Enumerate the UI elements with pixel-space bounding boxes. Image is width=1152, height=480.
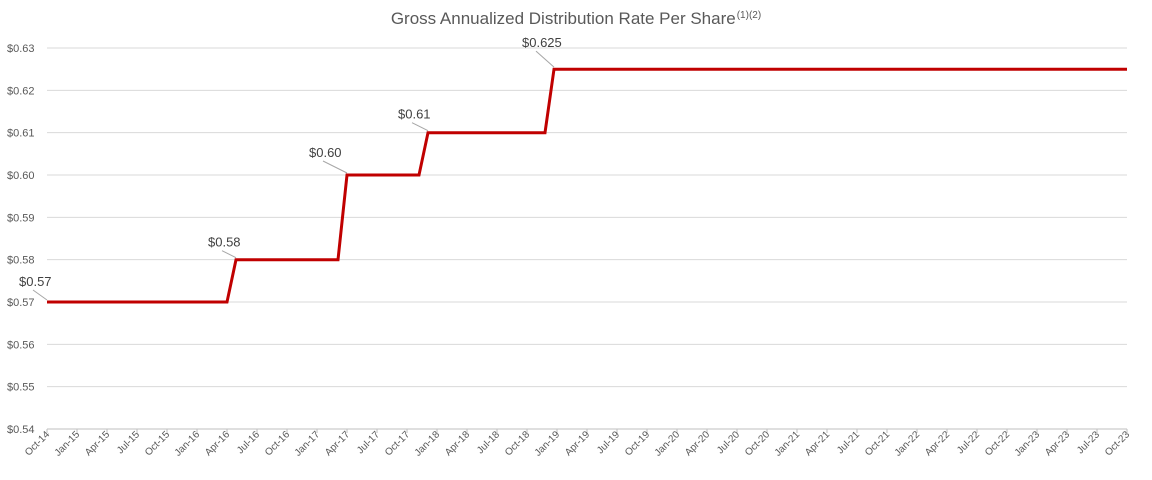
x-tick-label: Oct-20 xyxy=(743,429,772,458)
x-tick-label: Jul-20 xyxy=(715,429,742,456)
x-tick-label: Jan-22 xyxy=(893,429,923,459)
x-tick-label: Jul-21 xyxy=(835,429,862,456)
data-label-leader xyxy=(32,289,48,301)
x-tick-label: Jan-19 xyxy=(533,429,563,459)
chart-title-text: Gross Annualized Distribution Rate Per S… xyxy=(390,9,736,28)
x-tick-label: Apr-15 xyxy=(83,429,112,458)
x-tick-label: Oct-18 xyxy=(503,429,532,458)
x-tick-label: Apr-20 xyxy=(683,429,712,458)
x-tick-label: Apr-22 xyxy=(923,429,952,458)
x-tick-label: Jan-16 xyxy=(173,429,203,459)
x-tick-label: Apr-16 xyxy=(203,429,232,458)
chart-title: Gross Annualized Distribution Rate Per S… xyxy=(0,9,1152,29)
x-tick-label: Oct-22 xyxy=(983,429,1012,458)
data-label-leader xyxy=(411,122,429,132)
x-tick-label: Jul-15 xyxy=(115,429,142,456)
chart-title-superscript: (1)(2) xyxy=(736,10,762,21)
y-tick-label: $0.63 xyxy=(7,43,35,55)
y-tick-label: $0.55 xyxy=(7,382,35,394)
x-tick-label: Apr-21 xyxy=(803,429,832,458)
data-label: $0.61 xyxy=(398,107,431,122)
x-tick-label: Jan-23 xyxy=(1013,429,1043,459)
x-tick-label: Jul-23 xyxy=(1075,429,1102,456)
x-tick-label: Jan-18 xyxy=(413,429,443,459)
series-line xyxy=(47,67,1127,304)
x-tick-label: Oct-15 xyxy=(143,429,172,458)
x-tick-label: Jan-21 xyxy=(773,429,803,459)
x-tick-label: Apr-19 xyxy=(563,429,592,458)
x-tick-label: Jul-16 xyxy=(235,429,262,456)
data-label-leader xyxy=(322,160,348,174)
x-tick-label: Jul-18 xyxy=(475,429,502,456)
x-tick-label: Oct-21 xyxy=(863,429,892,458)
data-label: $0.625 xyxy=(522,35,562,50)
x-tick-label: Jul-17 xyxy=(355,429,382,456)
x-tick-label: Jan-17 xyxy=(293,429,323,459)
data-label-leader xyxy=(221,250,237,259)
y-tick-label: $0.54 xyxy=(7,424,35,436)
x-tick-label: Apr-18 xyxy=(443,429,472,458)
x-tick-label: Oct-23 xyxy=(1103,429,1132,458)
y-tick-label: $0.59 xyxy=(7,212,35,224)
data-label-leader xyxy=(535,50,555,68)
y-tick-label: $0.60 xyxy=(7,170,35,182)
x-tick-label: Oct-19 xyxy=(623,429,652,458)
x-tick-label: Oct-17 xyxy=(383,429,412,458)
y-tick-label: $0.62 xyxy=(7,85,35,97)
x-tick-label: Apr-23 xyxy=(1043,429,1072,458)
y-tick-label: $0.56 xyxy=(7,339,35,351)
x-tick-label: Apr-17 xyxy=(323,429,352,458)
x-tick-label: Jul-19 xyxy=(595,429,622,456)
data-label: $0.58 xyxy=(208,235,241,250)
x-tick-label: Jan-15 xyxy=(53,429,83,459)
data-label: $0.57 xyxy=(19,274,52,289)
x-tick-label: Jan-20 xyxy=(653,429,683,459)
x-tick-label: Oct-16 xyxy=(263,429,292,458)
y-tick-label: $0.57 xyxy=(7,297,35,309)
y-tick-label: $0.58 xyxy=(7,255,35,267)
x-tick-label: Jul-22 xyxy=(955,429,982,456)
y-tick-label: $0.61 xyxy=(7,128,35,140)
data-label: $0.60 xyxy=(309,145,342,160)
